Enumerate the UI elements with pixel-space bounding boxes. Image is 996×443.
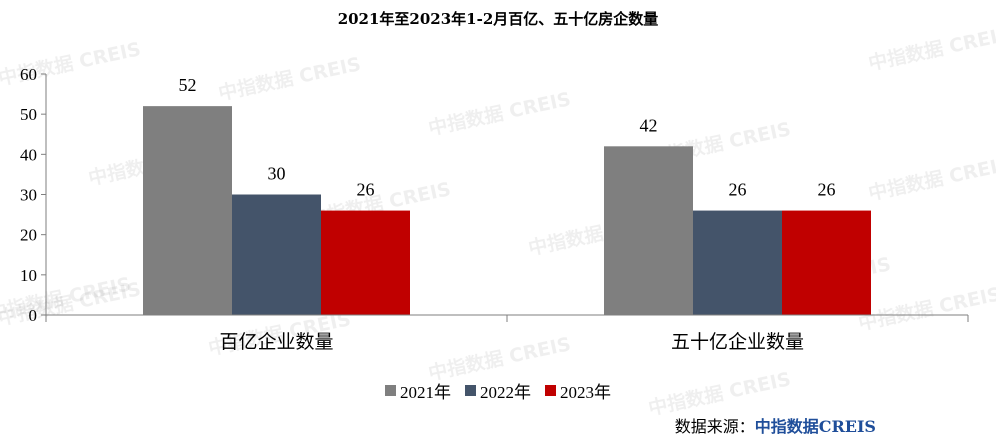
x-category-label: 五十亿企业数量 xyxy=(671,331,804,353)
x-category-label: 百亿企业数量 xyxy=(219,331,333,353)
y-tick-label: 10 xyxy=(20,266,37,285)
y-tick-label: 40 xyxy=(20,145,37,164)
watermark-text: 中指数据 CREIS xyxy=(856,282,996,335)
bar xyxy=(693,210,782,315)
data-labels-layer: 52 30 26 42 26 26 xyxy=(179,75,836,199)
y-tick-label: 30 xyxy=(20,186,37,205)
watermark-text: 中指数据 CREIS xyxy=(866,152,996,205)
legend: 2021年 2022年 2023年 xyxy=(0,378,996,403)
legend-swatch xyxy=(465,385,476,396)
bar xyxy=(321,210,410,315)
bar-value-label: 26 xyxy=(729,180,747,200)
y-tick-label: 20 xyxy=(20,226,37,245)
data-source: 数据来源：中指数据CREIS xyxy=(675,413,876,437)
legend-item: 2023年 xyxy=(545,378,611,403)
y-tick-label: 60 xyxy=(20,65,37,84)
watermark-text: 中指数据 CREIS xyxy=(426,87,573,140)
chart-title: 2021年至2023年1-2月百亿、五十亿房企数量 xyxy=(337,10,659,28)
source-brand: 中指数据CREIS xyxy=(754,417,876,436)
bar xyxy=(604,146,693,315)
legend-item: 2022年 xyxy=(465,378,531,403)
bar-value-label: 26 xyxy=(357,180,375,200)
bar-value-label: 52 xyxy=(179,75,197,95)
bar xyxy=(782,210,871,315)
source-label: 数据来源： xyxy=(674,417,755,436)
bar-value-label: 30 xyxy=(268,164,286,184)
watermark-text: 中指数据 CREIS xyxy=(426,332,573,385)
legend-label: 2022年 xyxy=(480,383,531,402)
bars-layer xyxy=(143,106,871,315)
legend-label: 2021年 xyxy=(400,383,451,402)
legend-swatch xyxy=(545,385,556,396)
bar-value-label: 26 xyxy=(818,180,836,200)
legend-swatch xyxy=(385,385,396,396)
axes-layer: 0 10 20 30 40 50 60 百亿企业数量 五十亿企业数量 xyxy=(20,65,969,353)
bar-value-label: 42 xyxy=(640,115,658,135)
legend-label: 2023年 xyxy=(560,383,611,402)
y-tick-label: 0 xyxy=(29,306,38,325)
watermark-text: 中指数据 CREIS xyxy=(866,22,996,75)
bar xyxy=(232,194,321,315)
y-tick-label: 50 xyxy=(20,105,37,124)
watermark-text: 中指数据 CREIS xyxy=(216,52,363,105)
legend-item: 2021年 xyxy=(385,378,451,403)
bar xyxy=(143,106,232,315)
